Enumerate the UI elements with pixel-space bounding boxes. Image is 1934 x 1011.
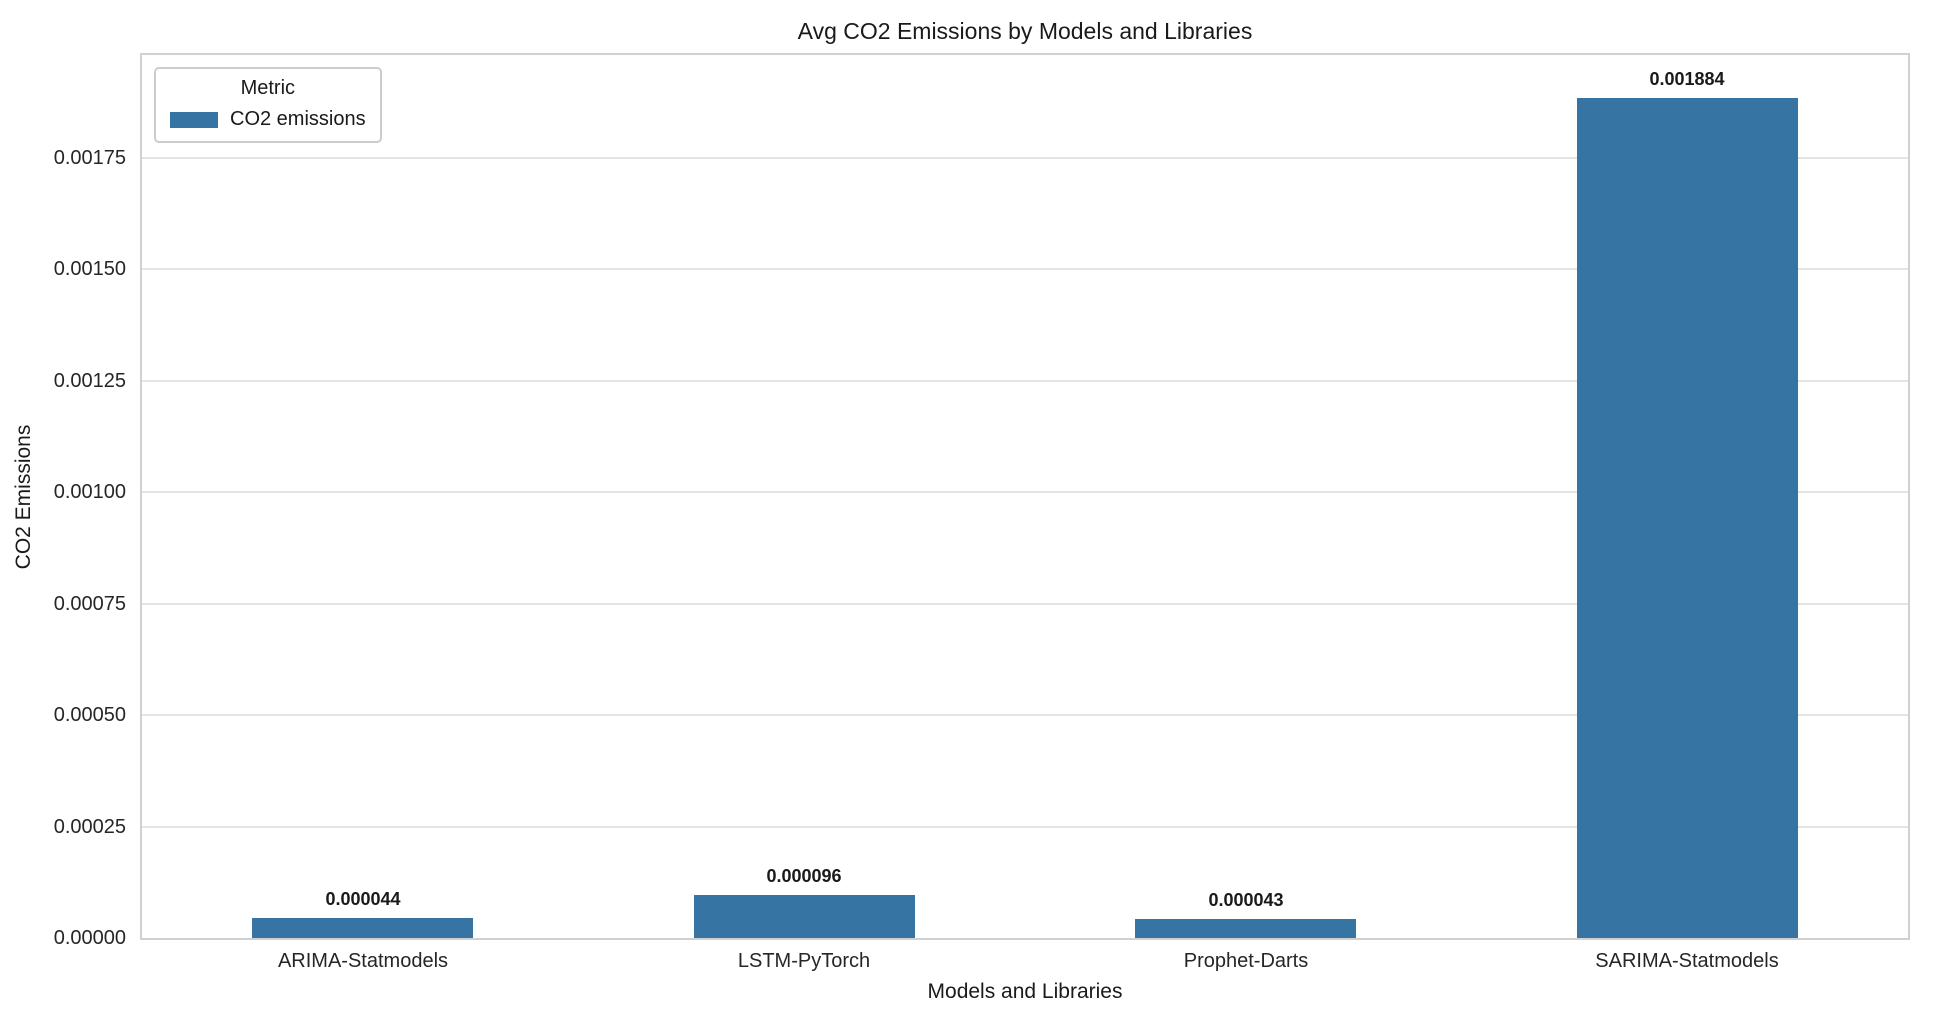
chart-title: Avg CO2 Emissions by Models and Librarie… <box>797 18 1253 44</box>
bar-value-label: 0.000044 <box>325 889 401 909</box>
x-tick-label: LSTM-PyTorch <box>737 950 871 972</box>
legend-swatch-icon <box>170 111 218 128</box>
y-tick-label: 0.00025 <box>53 815 126 838</box>
bar-value-label: 0.001884 <box>1649 69 1725 89</box>
legend-entry: CO2 emissions <box>170 108 366 131</box>
gridline <box>142 156 1908 159</box>
gridline <box>142 602 1908 605</box>
bar <box>1135 919 1356 938</box>
y-tick-label: 0.00075 <box>53 592 126 615</box>
y-tick-label: 0.00100 <box>53 481 126 504</box>
x-tick-label: Prophet-Darts <box>1183 950 1309 972</box>
bar <box>1577 98 1798 938</box>
bar <box>252 918 473 938</box>
bar-value-label: 0.000096 <box>766 866 842 886</box>
legend-entry-label: CO2 emissions <box>230 108 366 130</box>
gridline <box>142 491 1908 494</box>
gridline <box>142 379 1908 382</box>
legend-title: Metric <box>240 77 296 99</box>
gridline <box>142 714 1908 717</box>
gridline <box>142 825 1908 828</box>
x-tick-label: SARIMA-Statmodels <box>1595 950 1779 972</box>
y-axis-ticks: 0.00000 0.00025 0.00050 0.00075 0.00100 0.001… <box>0 55 126 949</box>
plot-area: Metric CO2 emissions 0.000044 0.000096 0.0… <box>140 53 1910 940</box>
x-tick-label: ARIMA-Statmodels <box>277 950 449 972</box>
x-axis-ticks: ARIMA-Statmodels LSTM-PyTorch Prophet-Dart… <box>142 950 1908 978</box>
y-tick-label: 0.00150 <box>53 258 126 281</box>
y-tick-label: 0.00125 <box>53 369 126 392</box>
legend: Metric CO2 emissions <box>154 67 382 143</box>
y-tick-label: 0.00050 <box>53 704 126 727</box>
x-axis-title: Models and Libraries <box>927 980 1123 1003</box>
y-tick-label: 0.00175 <box>53 146 126 169</box>
gridline <box>142 268 1908 271</box>
y-tick-label: 0.00000 <box>53 927 126 949</box>
bar <box>694 895 915 938</box>
bar-value-label: 0.000043 <box>1208 890 1284 910</box>
